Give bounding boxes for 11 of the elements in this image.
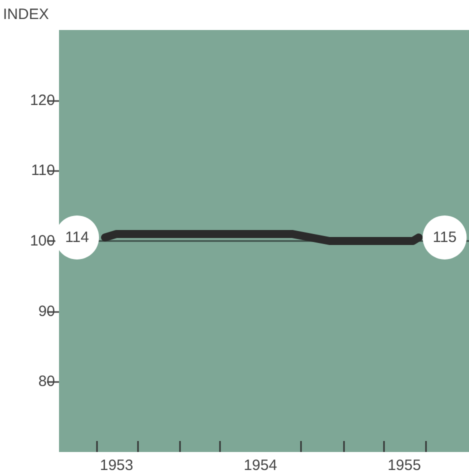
y-tick-label: 110: [31, 162, 55, 180]
y-axis-title: INDEX: [3, 6, 49, 23]
y-tick-label: 100: [30, 232, 55, 250]
y-tick-label: 80: [38, 373, 55, 390]
y-tick-label: 120: [30, 92, 55, 109]
x-tick-label: 1953: [100, 457, 134, 474]
x-tick-label: 1954: [244, 457, 278, 474]
x-tick-label: 1955: [388, 457, 421, 474]
y-tick-label: 90: [38, 302, 55, 320]
annotation: 115: [432, 228, 457, 246]
annotation: 114: [65, 228, 89, 246]
